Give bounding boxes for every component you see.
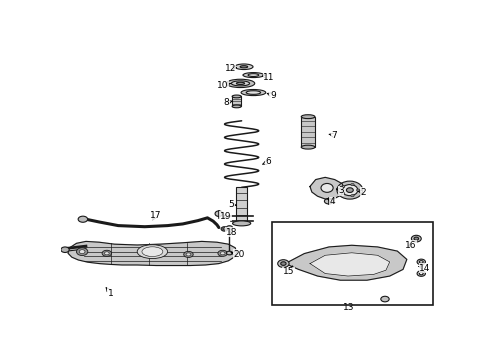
Ellipse shape (226, 226, 233, 229)
Text: 15: 15 (283, 266, 294, 276)
Ellipse shape (419, 272, 423, 275)
Ellipse shape (78, 216, 88, 222)
Ellipse shape (241, 90, 266, 96)
Ellipse shape (226, 251, 233, 255)
Ellipse shape (220, 252, 225, 255)
Ellipse shape (104, 252, 109, 255)
Ellipse shape (351, 184, 354, 186)
Text: 17: 17 (149, 211, 161, 221)
Ellipse shape (278, 260, 289, 267)
Ellipse shape (233, 221, 251, 226)
Bar (301, 117, 315, 147)
Text: 3: 3 (336, 186, 344, 195)
Ellipse shape (235, 64, 253, 69)
Ellipse shape (184, 251, 193, 257)
Ellipse shape (357, 189, 360, 191)
Ellipse shape (142, 247, 163, 257)
Ellipse shape (419, 261, 423, 263)
Ellipse shape (221, 227, 228, 231)
Text: 2: 2 (358, 188, 366, 197)
Text: 20: 20 (231, 250, 245, 259)
Ellipse shape (186, 253, 191, 256)
Polygon shape (310, 253, 390, 276)
Ellipse shape (342, 185, 358, 196)
Text: 5: 5 (228, 200, 236, 209)
Ellipse shape (301, 115, 315, 118)
Polygon shape (68, 242, 237, 266)
Text: 6: 6 (263, 157, 270, 166)
Ellipse shape (342, 186, 345, 188)
Ellipse shape (414, 237, 418, 240)
Ellipse shape (236, 82, 245, 85)
Ellipse shape (226, 79, 255, 87)
Text: 4: 4 (328, 197, 335, 206)
Text: 8: 8 (223, 98, 232, 107)
Text: 10: 10 (217, 81, 230, 90)
Text: 19: 19 (220, 212, 231, 221)
Ellipse shape (144, 251, 153, 257)
Text: 14: 14 (419, 264, 431, 273)
Polygon shape (310, 177, 344, 199)
Ellipse shape (231, 81, 249, 86)
Ellipse shape (215, 211, 222, 216)
Bar (236, 187, 247, 221)
Ellipse shape (417, 259, 425, 265)
Ellipse shape (232, 95, 241, 98)
Ellipse shape (76, 248, 88, 256)
Ellipse shape (351, 194, 354, 197)
Ellipse shape (243, 73, 264, 77)
Ellipse shape (137, 245, 168, 258)
Ellipse shape (79, 250, 85, 253)
Bar (272, 222, 434, 305)
Ellipse shape (381, 296, 389, 302)
Ellipse shape (223, 228, 226, 230)
Ellipse shape (342, 193, 345, 195)
Ellipse shape (61, 247, 69, 252)
Ellipse shape (324, 198, 334, 204)
Text: 11: 11 (263, 72, 275, 81)
Text: 1: 1 (106, 288, 114, 298)
Ellipse shape (146, 253, 151, 256)
Ellipse shape (346, 188, 353, 193)
Ellipse shape (301, 145, 315, 149)
Text: 18: 18 (225, 228, 237, 237)
Ellipse shape (412, 235, 421, 242)
Ellipse shape (232, 105, 241, 108)
Text: 13: 13 (343, 303, 355, 312)
Ellipse shape (281, 262, 286, 265)
Ellipse shape (248, 74, 259, 76)
Ellipse shape (246, 91, 261, 94)
Text: 9: 9 (267, 91, 276, 100)
Ellipse shape (417, 271, 425, 276)
Polygon shape (285, 245, 407, 280)
Ellipse shape (337, 181, 363, 199)
Ellipse shape (102, 250, 112, 256)
Text: 16: 16 (405, 240, 416, 249)
Text: 7: 7 (329, 131, 337, 140)
Text: 12: 12 (224, 64, 237, 73)
Ellipse shape (321, 184, 333, 192)
Ellipse shape (240, 66, 248, 68)
Ellipse shape (218, 250, 227, 256)
Bar (232, 96, 241, 107)
